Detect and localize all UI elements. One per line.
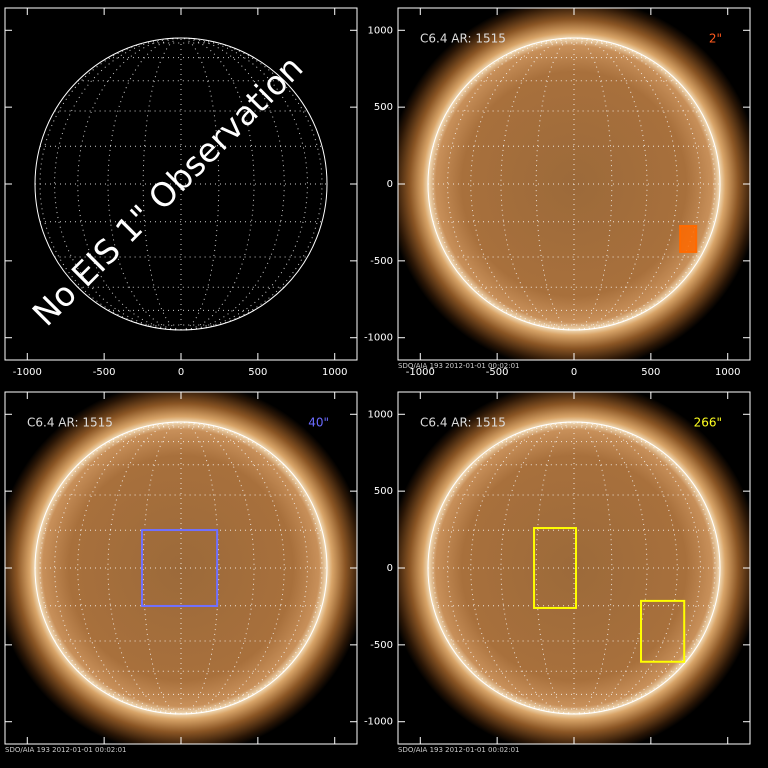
panel: -1000 -500 0 500 1000 -1000 -500 0 500 1000 C6.4 A…: [364, 7, 751, 378]
sun-image: [398, 8, 750, 360]
annotation: No EIS 1" Observation: [25, 48, 311, 334]
grid-longitude: [142, 37, 182, 331]
y-tick-label: 1000: [368, 409, 393, 420]
footer: SDO/AIA 193 2012-01-01 00:02:01: [398, 746, 520, 754]
y-tick-label: 0: [387, 179, 393, 190]
y-tick-label: -1000: [364, 717, 393, 728]
y-tick-label: -500: [370, 640, 393, 651]
x-tick-label: -1000: [13, 367, 42, 378]
x-tick-label: 0: [178, 367, 184, 378]
fov-box: [140, 529, 219, 607]
grid-longitude: [107, 37, 182, 331]
fov-label: 2": [709, 32, 722, 46]
y-tick-label: -500: [370, 256, 393, 267]
grid-longitude: [180, 37, 323, 331]
y-tick-label: 500: [374, 486, 393, 497]
fov-box: [679, 224, 698, 253]
fov-box: [640, 599, 686, 663]
panel-image: [34, 37, 328, 331]
y-tick-label: -1000: [364, 333, 393, 344]
grid-longitude: [573, 421, 716, 715]
x-tick-label: -500: [486, 367, 509, 378]
x-tick-label: -1000: [406, 367, 435, 378]
y-tick-label: 500: [374, 102, 393, 113]
fov-label: 40": [308, 416, 329, 430]
x-tick-label: 500: [641, 367, 660, 378]
panel-image: [398, 392, 750, 744]
grid-longitude: [180, 421, 220, 715]
grid-longitude: [573, 37, 716, 331]
grid-longitude: [500, 421, 575, 715]
grid-longitude: [142, 421, 182, 715]
footer: SDO/AIA 193 2012-01-01 00:02:01: [5, 746, 127, 754]
grid-longitude: [39, 421, 182, 715]
x-tick-label: 1000: [322, 367, 347, 378]
grid-longitude: [573, 37, 613, 331]
grid-longitude: [180, 37, 220, 331]
grid-longitude: [500, 37, 575, 331]
x-tick-label: 500: [248, 367, 267, 378]
panel-image: [5, 392, 357, 744]
panel-image: [398, 8, 750, 360]
x-tick-label: 1000: [715, 367, 740, 378]
panel: -1000 -500 0 500 1000 No EIS 1" Observation: [4, 7, 358, 378]
panel-title: C6.4 AR: 1515: [27, 416, 113, 430]
x-tick-label: -500: [93, 367, 116, 378]
grid-longitude: [180, 37, 255, 331]
fov-label: 266": [694, 416, 722, 430]
grid-longitude: [535, 37, 575, 331]
grid-longitude: [180, 421, 323, 715]
panel-title: C6.4 AR: 1515: [420, 416, 506, 430]
grid-longitude: [573, 37, 648, 331]
y-tick-label: 1000: [368, 25, 393, 36]
grid-longitude: [180, 421, 255, 715]
panel: C6.4 AR: 1515 40" SDO/AIA 193 2012-01-01 0…: [4, 391, 358, 754]
x-tick-label: 0: [571, 367, 577, 378]
fov-box: [533, 527, 577, 609]
grid-longitude: [573, 421, 613, 715]
panel: -1000 -500 0 500 1000 C6.4 AR: 1515 266" SDO/AI…: [364, 391, 751, 754]
panel-title: C6.4 AR: 1515: [420, 32, 506, 46]
grid-longitude: [39, 37, 182, 331]
grid-longitude: [432, 37, 575, 331]
grid-longitude: [432, 421, 575, 715]
grid-longitude: [107, 421, 182, 715]
y-tick-label: 0: [387, 563, 393, 574]
footer: SDO/AIA 193 2012-01-01 00:02:01: [398, 362, 520, 370]
grid-longitude: [535, 421, 575, 715]
grid-longitude: [573, 421, 648, 715]
